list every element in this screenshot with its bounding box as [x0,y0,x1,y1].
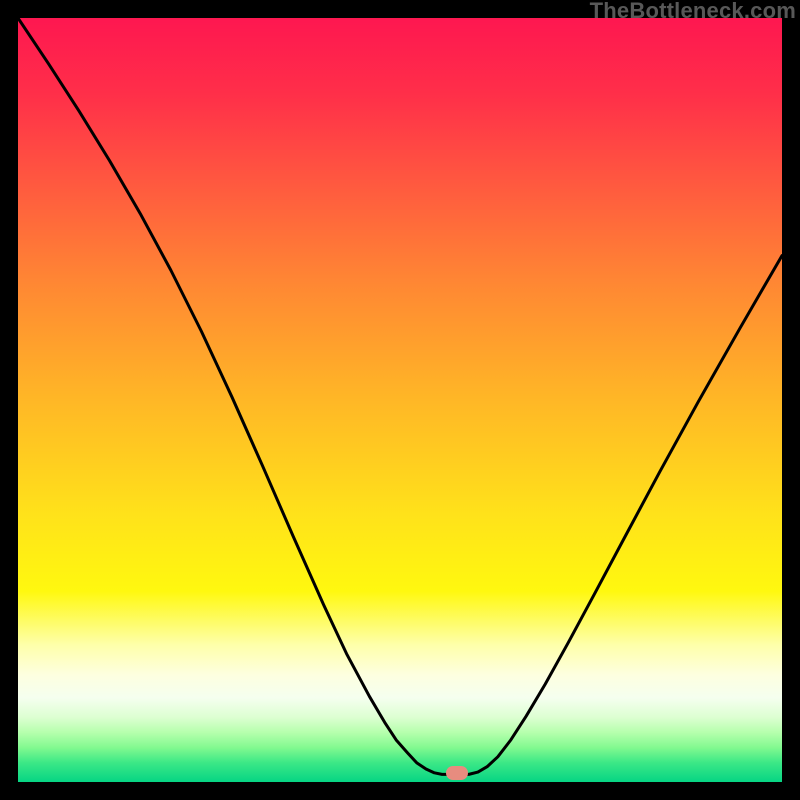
sweet-spot-marker [446,766,468,780]
chart-container: TheBottleneck.com [0,0,800,800]
gradient-background [18,18,782,782]
plot-area [18,18,782,782]
chart-svg [18,18,782,782]
